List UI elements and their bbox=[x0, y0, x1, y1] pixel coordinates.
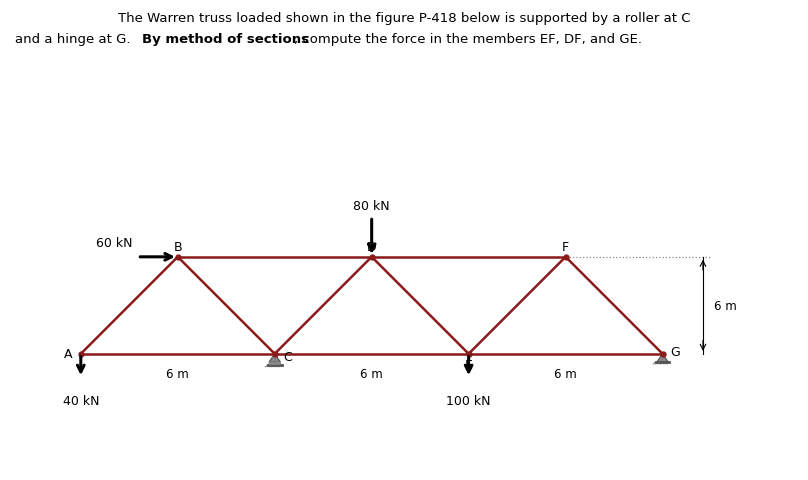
Text: By method of sections: By method of sections bbox=[142, 33, 309, 46]
Circle shape bbox=[269, 362, 271, 365]
Text: F: F bbox=[562, 240, 569, 253]
Text: 60 kN: 60 kN bbox=[96, 236, 133, 249]
Text: 40 kN: 40 kN bbox=[62, 395, 99, 408]
Text: 6 m: 6 m bbox=[554, 367, 577, 380]
Text: The Warren truss loaded shown in the figure P-418 below is supported by a roller: The Warren truss loaded shown in the fig… bbox=[118, 12, 690, 25]
Text: 6 m: 6 m bbox=[166, 367, 189, 380]
Circle shape bbox=[272, 362, 275, 365]
Text: 80 kN: 80 kN bbox=[353, 199, 390, 212]
Circle shape bbox=[275, 362, 277, 365]
Text: 100 kN: 100 kN bbox=[446, 395, 491, 408]
Text: B: B bbox=[174, 240, 182, 253]
Text: 6 m: 6 m bbox=[360, 367, 383, 380]
Text: and a hinge at G.: and a hinge at G. bbox=[15, 33, 134, 46]
Text: A: A bbox=[64, 348, 72, 360]
Circle shape bbox=[278, 362, 280, 365]
Text: G: G bbox=[671, 345, 680, 358]
Polygon shape bbox=[269, 354, 280, 362]
Text: C: C bbox=[284, 350, 292, 363]
Text: D: D bbox=[367, 240, 377, 253]
Text: E: E bbox=[465, 358, 473, 371]
Text: 6 m: 6 m bbox=[714, 299, 737, 312]
Polygon shape bbox=[657, 354, 668, 362]
Text: , compute the force in the members EF, DF, and GE.: , compute the force in the members EF, D… bbox=[294, 33, 642, 46]
